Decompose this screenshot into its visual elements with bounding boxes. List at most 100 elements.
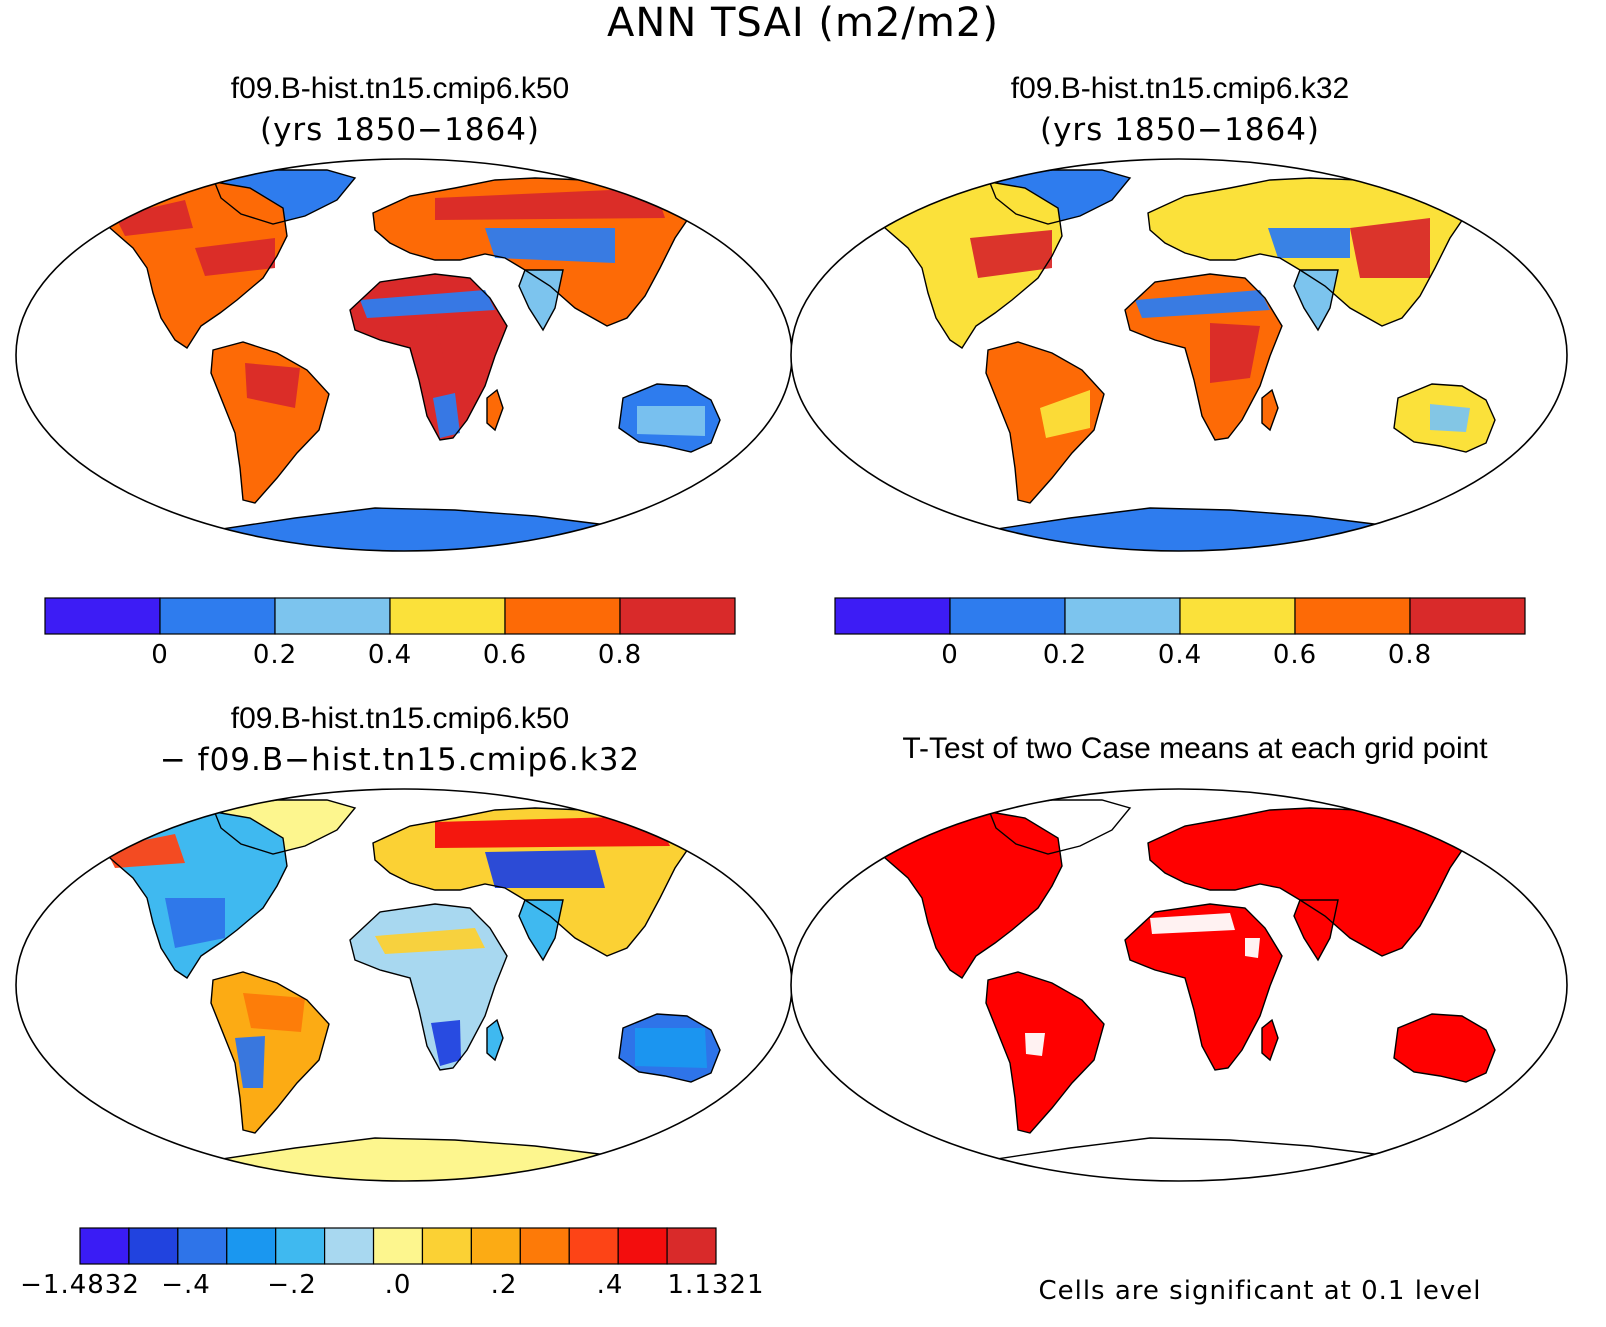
region-patch [375, 928, 485, 954]
coastline-greenland [212, 169, 357, 225]
panel-3-subtitle: − f09.B−hist.tn15.cmip6.k32 [159, 742, 641, 778]
panel-3-map [15, 788, 793, 1182]
coastline-africa [1124, 273, 1283, 441]
region-patch [1210, 323, 1260, 383]
region-patch [1040, 390, 1090, 438]
cb3-tick-4: .2 [490, 1270, 518, 1300]
coastline-antarctica [144, 1137, 698, 1181]
region-patch [1350, 218, 1430, 278]
coastline-samerica [210, 971, 330, 1134]
land-samerica [986, 972, 1104, 1133]
panel-4-title: T-Test of two Case means at each grid po… [902, 732, 1488, 765]
panel-2-title: f09.B-hist.tn15.cmip6.k32 [1010, 72, 1350, 105]
region-patch [243, 993, 305, 1032]
region-patch [637, 406, 705, 436]
coastline-madagascar [1261, 388, 1279, 432]
region-patch [1430, 404, 1470, 432]
colorbar-box [226, 1227, 277, 1265]
cb1-tick-0: 0 [151, 640, 169, 670]
coastline-india [518, 899, 564, 962]
colorbar-box [274, 597, 391, 635]
land-india [519, 900, 563, 960]
coastline-samerica [985, 971, 1105, 1134]
coastline-samerica [210, 341, 330, 504]
cb1-tick-1: 0.2 [252, 640, 298, 670]
coastline-india [1293, 269, 1339, 332]
region-patch [360, 290, 495, 318]
land-australia [1394, 1014, 1495, 1082]
coastline-madagascar [1261, 1018, 1279, 1062]
colorbar-box [421, 1227, 472, 1265]
colorbar-box [275, 1227, 326, 1265]
land-madagascar [487, 1020, 503, 1060]
cb3-tick-2: −.2 [267, 1270, 317, 1300]
cb1-tick-2: 0.4 [367, 640, 413, 670]
colorbar-box [834, 597, 951, 635]
cb3-tick-1: −.4 [161, 1270, 211, 1300]
region-patch [635, 1028, 707, 1068]
region-patch [105, 834, 185, 868]
land-samerica [211, 342, 329, 503]
panel-4-note: Cells are significant at 0.1 level [1038, 1276, 1482, 1306]
panel-1-map [15, 158, 793, 552]
colorbar-box [1179, 597, 1296, 635]
colorbar-box [949, 597, 1066, 635]
colorbar-box [1409, 597, 1526, 635]
colorbar-box [1064, 597, 1181, 635]
map-border [790, 788, 1568, 1182]
cb2-tick-1: 0.2 [1042, 640, 1088, 670]
map-border [790, 158, 1568, 552]
colorbar-box [666, 1227, 717, 1265]
figure-title: ANN TSAI (m2/m2) [607, 0, 999, 46]
colorbar-box [159, 597, 276, 635]
coastline-africa [1124, 903, 1283, 1071]
panel-2-colorbar [834, 597, 1526, 635]
coastline-madagascar [486, 388, 504, 432]
land-africa [1125, 904, 1282, 1070]
cb2-tick-2: 0.4 [1157, 640, 1203, 670]
coastline-india [1293, 899, 1339, 962]
cb3-tick-0: −1.4832 [20, 1270, 140, 1300]
coastline-samerica [985, 341, 1105, 504]
panel-1-colorbar [44, 597, 736, 635]
colorbar-box [470, 1227, 521, 1265]
region-patch [1150, 913, 1235, 934]
cb3-tick-5: .4 [596, 1270, 624, 1300]
cb1-tick-4: 0.8 [597, 640, 643, 670]
region-patch [485, 850, 605, 888]
coastline-australia [1393, 383, 1496, 453]
cb2-tick-0: 0 [941, 640, 959, 670]
panel-3-colorbar [79, 1227, 717, 1265]
coastline-australia [1393, 1013, 1496, 1083]
panel-2-subtitle: (yrs 1850−1864) [1039, 112, 1321, 148]
coastline-australia [618, 383, 721, 453]
coastline-antarctica [919, 507, 1473, 551]
coastline-eurasia [1147, 177, 1466, 327]
region-patch [433, 393, 460, 438]
panel-1-subtitle: (yrs 1850−1864) [259, 112, 541, 148]
coastline-africa [349, 273, 508, 441]
colorbar-box [504, 597, 621, 635]
colorbar-box [619, 597, 736, 635]
region-patch [1245, 938, 1260, 958]
land-india [519, 270, 563, 330]
land-madagascar [487, 390, 503, 430]
region-patch [195, 238, 275, 276]
colorbar-box [372, 1227, 424, 1265]
region-patch [1135, 290, 1270, 318]
colorbar-box [44, 597, 161, 635]
panel-3-colorbar-labels: −1.4832 −.4 −.2 .0 .2 .4 1.1321 [20, 1270, 763, 1302]
panel-2-colorbar-labels: 0 0.2 0.4 0.6 0.8 [835, 640, 1525, 672]
region-patch [435, 318, 485, 363]
colorbar-box [79, 1227, 130, 1265]
coastline-africa [349, 903, 508, 1071]
region-patch [1268, 228, 1350, 258]
land-madagascar [1262, 1020, 1278, 1060]
colorbar-box [177, 1227, 228, 1265]
coastline-australia [618, 1013, 721, 1083]
region-patch [431, 1020, 461, 1066]
region-patch [1025, 1033, 1045, 1056]
land-india [1294, 270, 1338, 330]
cb3-tick-6: 1.1321 [667, 1270, 765, 1300]
colorbar-box [1294, 597, 1411, 635]
